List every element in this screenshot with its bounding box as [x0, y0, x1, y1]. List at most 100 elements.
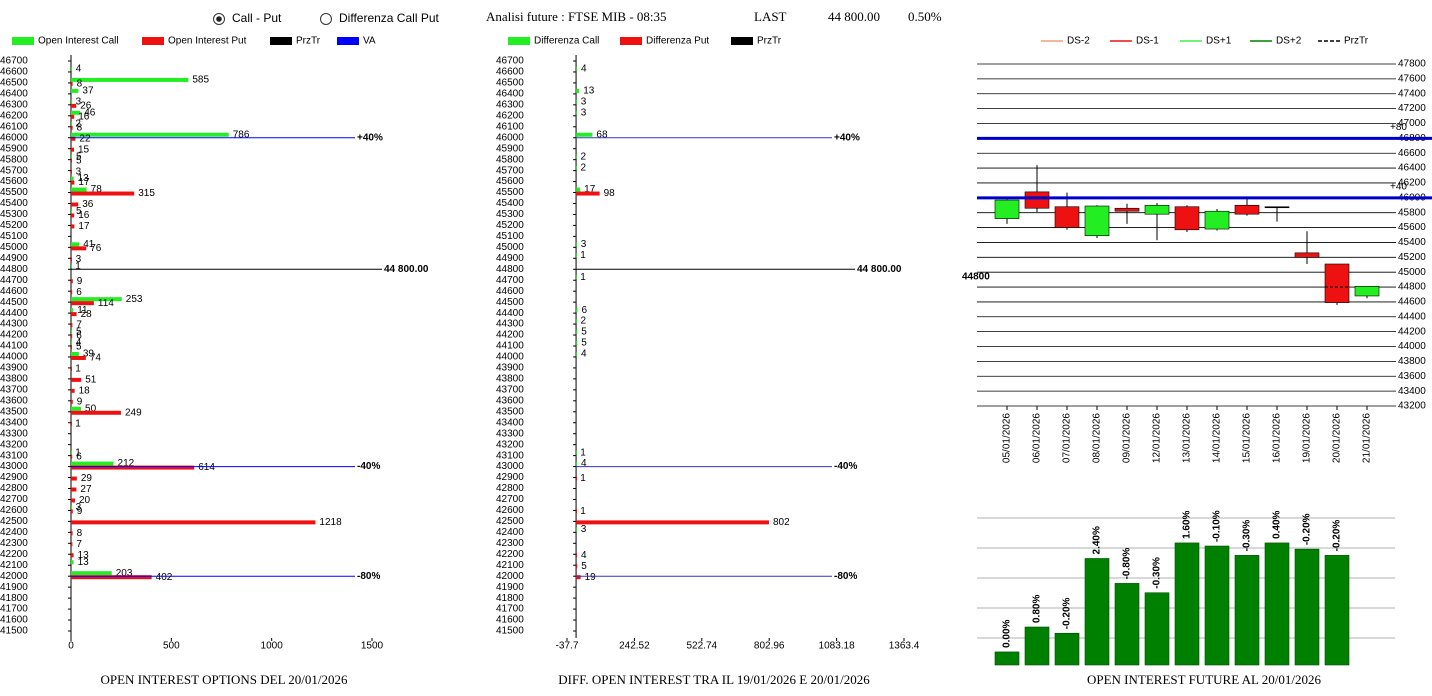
data-label: 98 [604, 188, 616, 199]
bar [71, 312, 77, 317]
bar [71, 520, 316, 525]
reference-label: -80% [834, 571, 857, 582]
data-label: 253 [126, 294, 143, 305]
bar [71, 110, 81, 115]
x-tick-label: 1363.4 [889, 641, 920, 652]
data-label: 5 [76, 151, 82, 162]
data-label: 2.40% [1092, 526, 1103, 554]
y-tick-label: 41700 [0, 604, 28, 615]
bar [71, 575, 152, 580]
bar [1024, 626, 1050, 666]
y-tick-label: 44400 [496, 308, 524, 319]
data-label: 4 [581, 64, 587, 75]
y-tick-label: 43800 [0, 374, 28, 385]
bar [71, 330, 73, 335]
bar [1294, 548, 1320, 666]
bar [576, 99, 578, 104]
bar [1204, 545, 1230, 666]
data-label: 802 [773, 517, 790, 528]
last-label: LAST [754, 9, 787, 24]
radio-label[interactable]: Differenza Call Put [339, 11, 439, 25]
y-tick-label: 45300 [0, 209, 28, 220]
data-label: 5 [581, 561, 587, 572]
data-label: 0.80% [1032, 595, 1043, 623]
bar [71, 154, 73, 159]
legend-swatch [142, 37, 164, 45]
data-label: 76 [90, 243, 102, 254]
bar [576, 520, 769, 525]
reference-label: 44800 [962, 272, 990, 283]
data-label: 1 [580, 473, 586, 484]
bar [576, 341, 578, 345]
candle-body [994, 199, 1020, 219]
y-tick-label: 42800 [496, 483, 524, 494]
legend-label: Differenza Put [646, 36, 709, 47]
data-label: 46 [84, 107, 96, 118]
y-tick-label: 42700 [496, 494, 524, 505]
y-tick-label: 42900 [496, 472, 524, 483]
bar [71, 553, 74, 558]
data-label: 8 [77, 79, 83, 90]
y-tick-label: 43400 [1398, 386, 1426, 397]
y-tick-label: 44600 [496, 286, 524, 297]
bar [71, 132, 229, 137]
bar [1174, 542, 1200, 666]
data-label: 13 [78, 550, 90, 561]
y-tick-label: 41700 [496, 604, 524, 615]
bar [576, 461, 578, 466]
y-tick-label: 41800 [0, 593, 28, 604]
data-label: 249 [125, 407, 142, 418]
bar [576, 330, 578, 335]
data-label: 20 [79, 495, 91, 506]
y-tick-label: 43800 [496, 374, 524, 385]
bar [576, 308, 578, 313]
radio[interactable] [320, 13, 332, 25]
y-tick-label: 42800 [0, 483, 28, 494]
y-tick-label: 47200 [1398, 103, 1426, 114]
y-tick-label: 43100 [496, 450, 524, 461]
data-label: -0.30% [1152, 557, 1163, 589]
radio-label[interactable]: Call - Put [232, 11, 282, 25]
data-label: 1 [580, 447, 586, 458]
legend-swatch [270, 37, 292, 45]
bar [576, 450, 578, 455]
y-tick-label: 46600 [1398, 148, 1426, 159]
candle-body [1294, 252, 1320, 258]
bar [576, 110, 578, 115]
bar [71, 542, 73, 547]
y-tick-label: 46100 [0, 121, 28, 132]
data-label: 6 [76, 287, 82, 298]
candle-body [1144, 204, 1170, 215]
y-tick-label: 46500 [496, 78, 524, 89]
data-label: 1 [580, 506, 586, 517]
bar [1234, 555, 1260, 666]
data-label: 16 [78, 210, 90, 221]
data-label: 4 [581, 349, 587, 360]
bar [576, 553, 578, 558]
candle-body [1324, 263, 1350, 303]
y-tick-label: 43400 [496, 417, 524, 428]
bar [71, 246, 87, 251]
data-label: 5 [76, 327, 82, 338]
y-tick-label: 44000 [0, 352, 28, 363]
x-tick-label: 1083.18 [819, 641, 856, 652]
data-label: 4 [581, 550, 587, 561]
data-label: 4 [76, 338, 82, 349]
bar [71, 571, 112, 576]
data-label: 13 [78, 173, 90, 184]
y-tick-label: 47000 [1398, 118, 1426, 129]
data-label: 1 [75, 364, 81, 375]
y-tick-label: 44700 [496, 275, 524, 286]
data-label: 585 [192, 75, 209, 86]
bar [1084, 558, 1110, 666]
reference-label: 44 800.00 [857, 264, 902, 275]
y-tick-label: 45700 [496, 165, 524, 176]
candle-body [1054, 206, 1080, 228]
y-tick-label: 47600 [1398, 74, 1426, 85]
data-label: 51 [85, 375, 97, 386]
bar [71, 366, 72, 371]
y-tick-label: 45400 [0, 198, 28, 209]
data-label: 3 [76, 166, 82, 177]
legend-label: VA [363, 36, 376, 47]
legend-label: DS-1 [1136, 36, 1159, 47]
